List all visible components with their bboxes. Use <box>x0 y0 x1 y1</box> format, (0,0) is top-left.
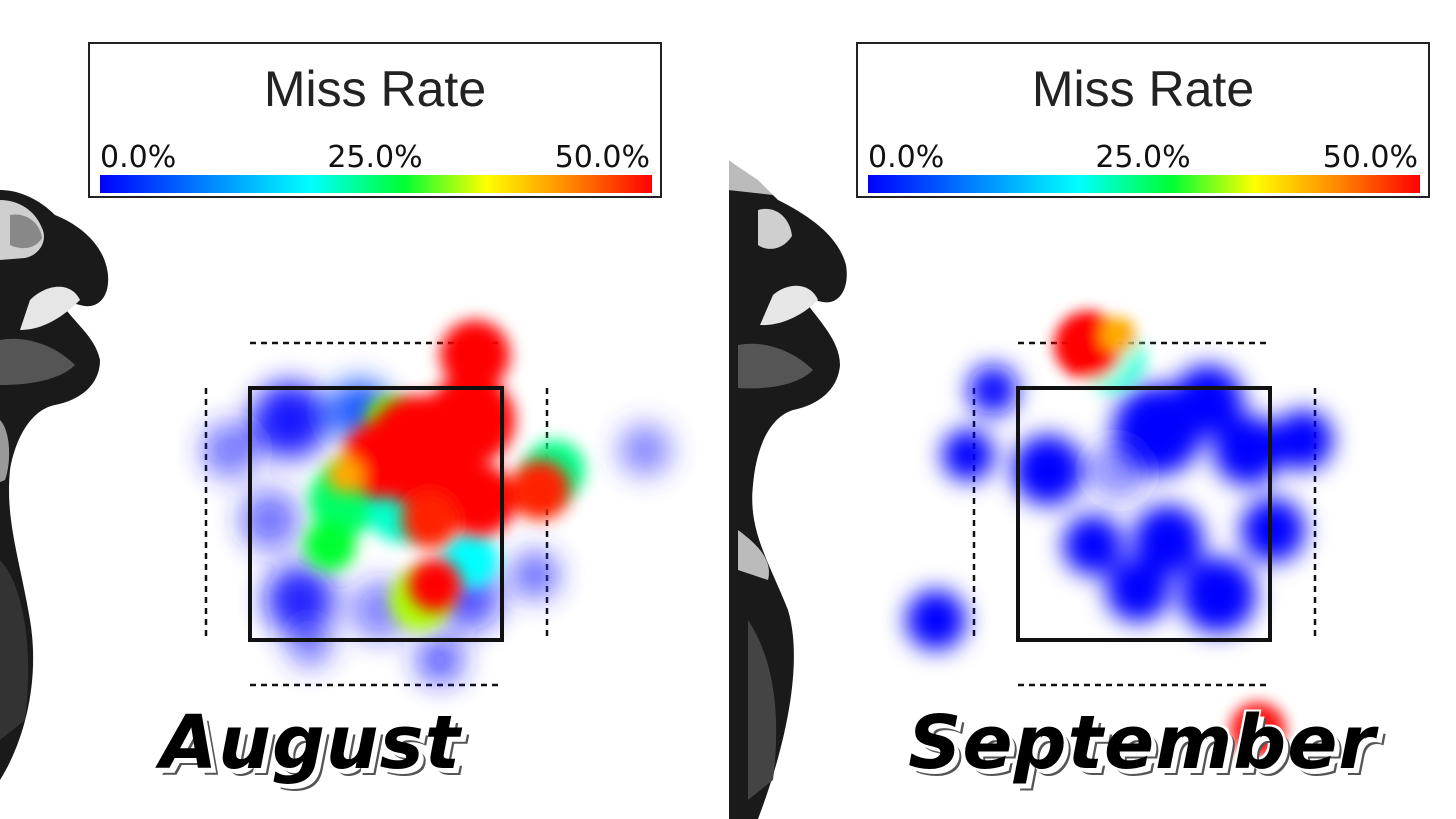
month-label-september: September <box>908 700 1376 786</box>
strike-zone <box>1016 386 1272 642</box>
strike-zone <box>248 386 504 642</box>
legend-box: Miss Rate 0.0% 25.0% 50.0% <box>88 42 662 198</box>
heat-layer-blue <box>202 380 671 684</box>
august-heatmap <box>0 190 671 780</box>
legend-title: Miss Rate <box>263 61 487 117</box>
heat-layer-hot <box>1054 311 1286 758</box>
heat-layer-red <box>327 320 570 611</box>
legend-tick-max: 50.0% <box>1322 140 1418 175</box>
panel-divider <box>726 0 729 819</box>
heat-layer-blue <box>906 365 1333 650</box>
legend-tick-min: 0.0% <box>100 140 177 175</box>
legend-box: Miss Rate 0.0% 25.0% 50.0% <box>856 42 1430 198</box>
legend-title: Miss Rate <box>1031 61 1255 117</box>
legend-tick-max: 50.0% <box>554 140 650 175</box>
batter-silhouette <box>0 190 109 780</box>
legend-colorbar <box>868 175 1420 193</box>
month-label-august: August <box>160 700 462 786</box>
september-heatmap <box>728 160 1333 819</box>
august-panel: Miss Rate 0.0% 25.0% 50.0% August <box>0 42 671 786</box>
september-panel: Miss Rate 0.0% 25.0% 50.0% September <box>728 0 1456 819</box>
legend-tick-min: 0.0% <box>868 140 945 175</box>
outer-zone <box>972 341 1317 687</box>
batter-silhouette <box>728 160 847 819</box>
legend-tick-mid: 25.0% <box>1095 140 1191 175</box>
legend-tick-mid: 25.0% <box>327 140 423 175</box>
legend-colorbar <box>100 175 652 193</box>
